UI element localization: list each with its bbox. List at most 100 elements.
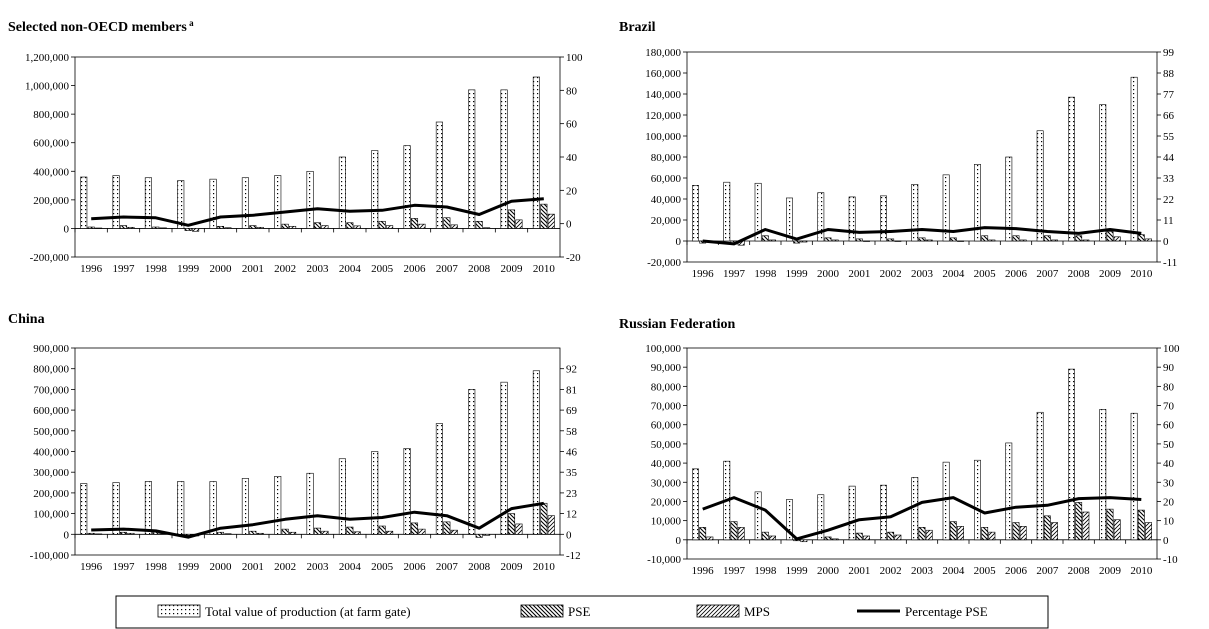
bar-mps bbox=[988, 239, 996, 242]
y2-tick-label: 99 bbox=[1163, 47, 1175, 59]
bar-pse bbox=[730, 521, 738, 541]
bar-tvp bbox=[371, 451, 379, 535]
y-tick-label: 1,000,000 bbox=[25, 81, 70, 93]
line-percentage-pse bbox=[91, 197, 544, 227]
x-tick-label: 2001 bbox=[242, 561, 264, 573]
x-tick-label: 2008 bbox=[468, 561, 491, 573]
y-tick-label: 900,000 bbox=[33, 343, 69, 355]
bar-mps bbox=[925, 239, 933, 242]
bar-mps bbox=[450, 224, 458, 229]
bar-pse bbox=[1012, 235, 1020, 242]
y-tick-label: 120,000 bbox=[645, 110, 681, 122]
line-percentage-pse bbox=[91, 501, 545, 539]
bar-mps bbox=[95, 533, 103, 535]
bar-pse bbox=[281, 223, 289, 229]
bar-pse bbox=[216, 531, 225, 535]
bar-pse bbox=[313, 222, 322, 229]
x-tick-label: 2002 bbox=[880, 565, 902, 577]
legend-swatch-mps bbox=[696, 604, 740, 618]
legend: Total value of production (at farm gate)… bbox=[115, 595, 1049, 629]
bar-mps bbox=[483, 533, 491, 536]
bar-pse bbox=[475, 220, 483, 229]
bar-tvp bbox=[880, 484, 887, 541]
y2-tick-label: 81 bbox=[566, 384, 577, 396]
bar-pse bbox=[949, 521, 957, 541]
bar-pse bbox=[761, 235, 769, 242]
bar-tvp bbox=[1099, 104, 1107, 242]
x-tick-label: 2002 bbox=[274, 263, 296, 275]
bar-pse bbox=[761, 531, 769, 541]
bar-tvp bbox=[880, 195, 887, 242]
y-tick-label: 80,000 bbox=[651, 152, 682, 164]
y-tick-label: 40,000 bbox=[651, 458, 682, 470]
y2-tick-label: 60 bbox=[566, 119, 578, 131]
x-tick-label: 2008 bbox=[468, 263, 491, 275]
bar-tvp bbox=[177, 481, 185, 535]
panel-russian-federation: Russian Federation -10,000 0 10,000 20,000 30… bbox=[619, 317, 1180, 577]
bar-pse bbox=[793, 240, 801, 244]
bar-tvp bbox=[1005, 442, 1013, 541]
x-tick-label: 1997 bbox=[723, 268, 746, 280]
bar-pse bbox=[184, 228, 192, 231]
y2-tick-label: 46 bbox=[566, 447, 578, 459]
y-tick-label: 80,000 bbox=[651, 381, 682, 393]
y2-tick-label: 35 bbox=[566, 467, 578, 479]
bar-pse bbox=[313, 527, 322, 535]
bar-mps bbox=[737, 527, 745, 541]
y2-tick-label: 20 bbox=[566, 185, 578, 197]
bar-pse bbox=[1075, 235, 1083, 242]
x-tick-label: 2003 bbox=[307, 561, 330, 573]
x-tick-label: 1999 bbox=[786, 268, 809, 280]
bar-mps bbox=[483, 227, 491, 229]
bar-tvp bbox=[1068, 368, 1075, 541]
bar-mps bbox=[450, 529, 458, 535]
bar-tvp bbox=[817, 192, 825, 242]
bar-pse bbox=[699, 527, 707, 541]
bar-mps bbox=[769, 239, 776, 242]
bar-pse bbox=[1137, 234, 1145, 242]
y2-tick-label: 92 bbox=[566, 364, 577, 376]
x-tick-label: 2000 bbox=[817, 268, 840, 280]
y2-tick-label: 40 bbox=[1163, 458, 1175, 470]
bar-tvp bbox=[144, 481, 152, 535]
bar-tvp bbox=[144, 177, 152, 229]
x-tick-label: 1998 bbox=[145, 263, 168, 275]
bar-mps bbox=[127, 226, 135, 229]
x-tick-label: 1996 bbox=[692, 565, 715, 577]
x-tick-label: 2007 bbox=[436, 263, 459, 275]
bar-mps bbox=[894, 240, 902, 242]
bar-mps bbox=[386, 530, 394, 535]
bar-tvp bbox=[692, 468, 699, 541]
y2-tick-label: 0 bbox=[566, 219, 572, 231]
x-tick-label: 1997 bbox=[113, 561, 136, 573]
bar-mps bbox=[925, 529, 933, 541]
bar-mps bbox=[831, 239, 839, 242]
bar-tvp bbox=[274, 476, 282, 535]
y2-tick-label: 0 bbox=[566, 529, 572, 541]
y-tick-label: 200,000 bbox=[33, 488, 69, 500]
x-tick-label: 2006 bbox=[404, 263, 427, 275]
bar-pse bbox=[443, 217, 451, 229]
x-tick-label: 2007 bbox=[1036, 565, 1059, 577]
y-tick-label: 600,000 bbox=[33, 405, 69, 417]
x-tick-label: 1999 bbox=[177, 263, 200, 275]
bar-mps bbox=[289, 531, 297, 535]
y2-tick-label: 30 bbox=[1163, 477, 1175, 489]
x-tick-label: 2004 bbox=[942, 565, 965, 577]
bar-tvp bbox=[500, 381, 508, 535]
bar-tvp bbox=[848, 196, 856, 242]
bar-pse bbox=[507, 513, 516, 535]
x-tick-label: 2004 bbox=[339, 263, 362, 275]
bar-pse bbox=[981, 527, 989, 541]
bar-tvp bbox=[468, 389, 476, 535]
bar-pse bbox=[475, 533, 483, 538]
y2-tick-label: 58 bbox=[566, 426, 578, 438]
bar-pse bbox=[918, 237, 926, 242]
bar-tvp bbox=[80, 176, 88, 229]
bar-mps bbox=[1051, 239, 1058, 242]
bar-tvp bbox=[306, 170, 314, 229]
x-tick-label: 2009 bbox=[1099, 565, 1122, 577]
bar-pse bbox=[378, 525, 386, 535]
bar-tvp bbox=[1036, 411, 1044, 541]
